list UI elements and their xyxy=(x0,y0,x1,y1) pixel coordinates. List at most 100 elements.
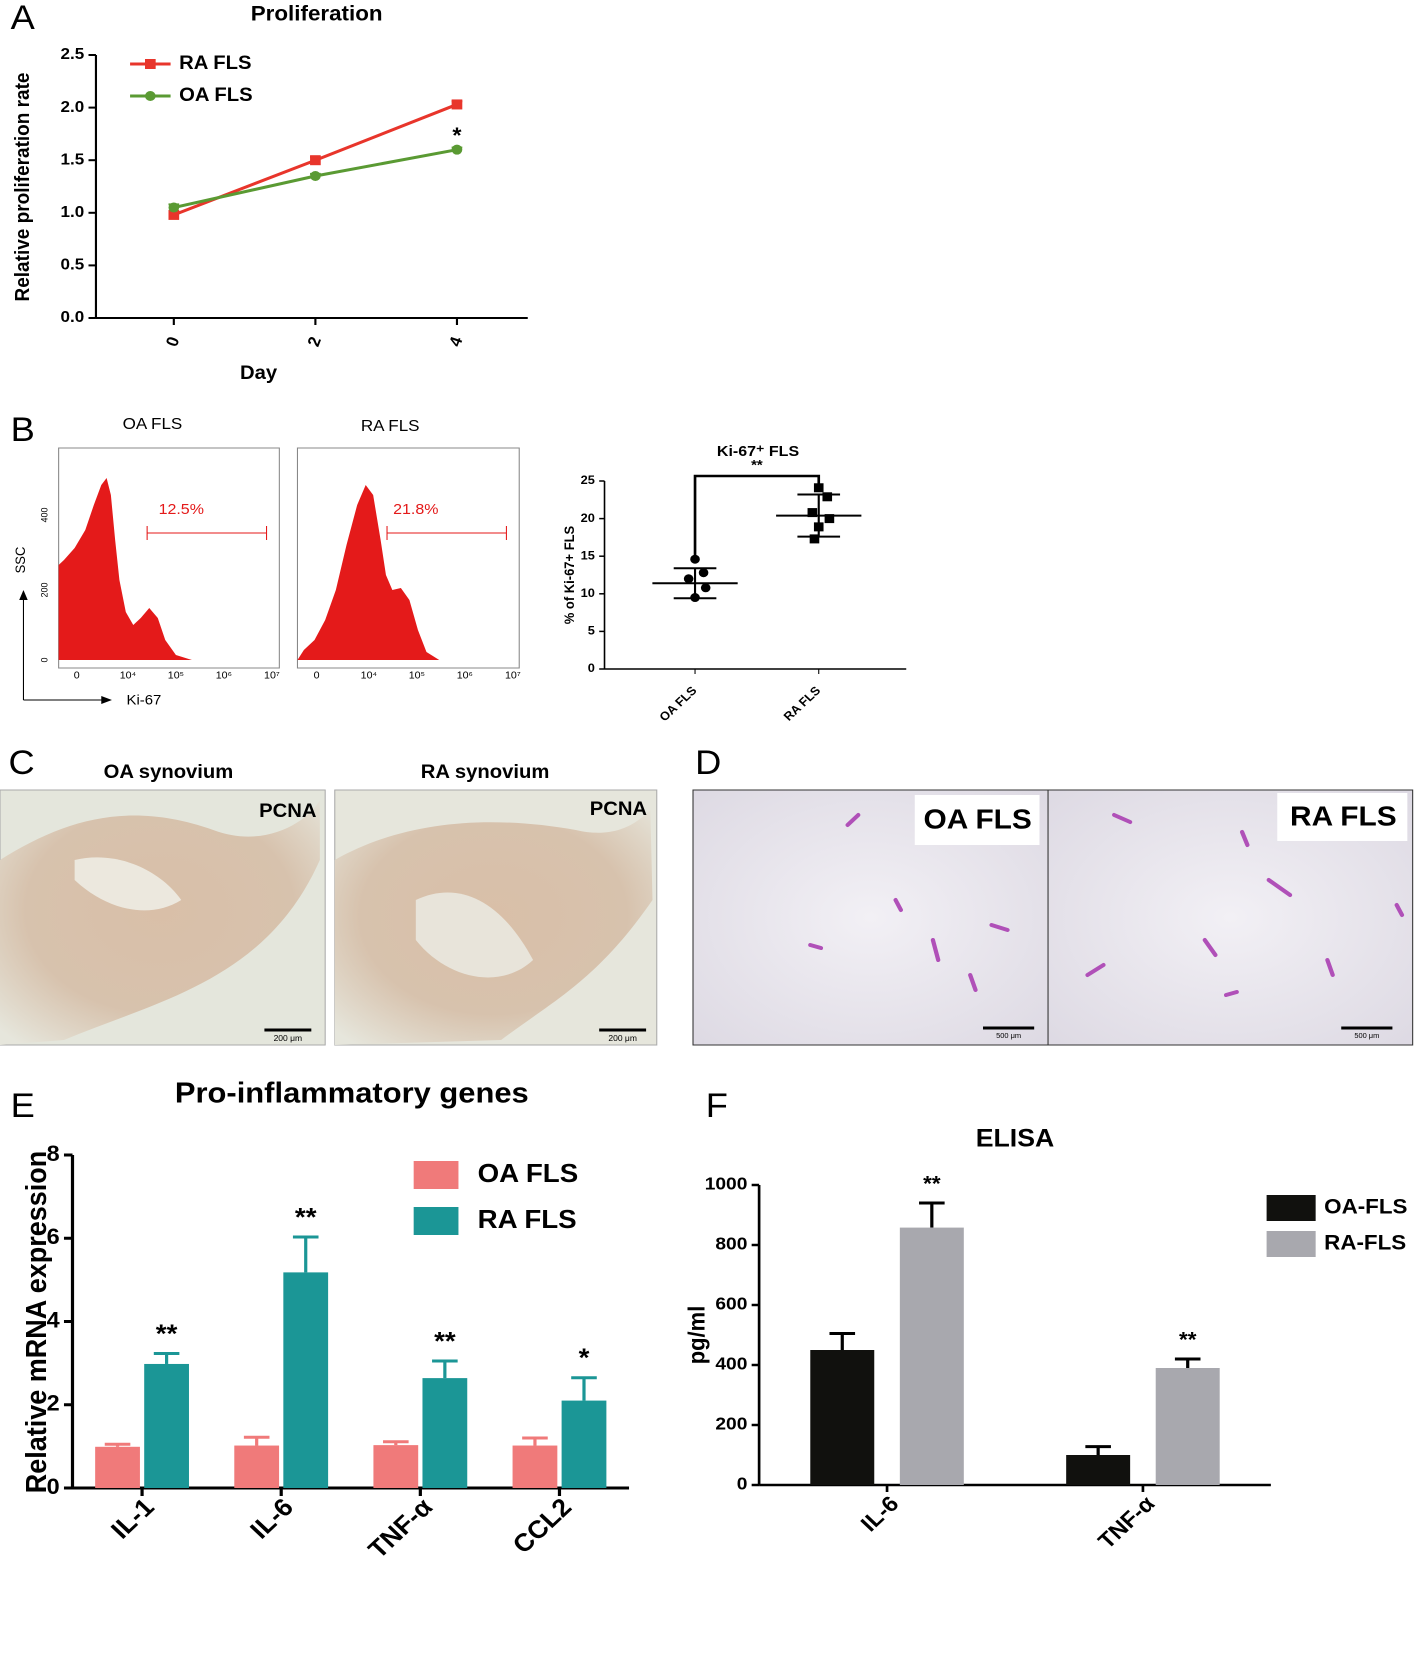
panel-letter: C xyxy=(9,744,35,782)
data-point xyxy=(168,209,180,220)
significance: ** xyxy=(156,1319,178,1348)
significance: * xyxy=(579,1343,590,1372)
y-tick-label: 4 xyxy=(47,1307,60,1332)
flow-x-tick: 10⁶ xyxy=(216,671,232,682)
bar xyxy=(144,1363,189,1488)
y-tick-label: 0 xyxy=(47,1473,60,1498)
y-axis-label: pg/ml xyxy=(683,1306,710,1365)
flow-x-tick: 10⁴ xyxy=(120,671,136,682)
legend-label: OA FLS xyxy=(179,85,252,106)
y-tick-label: 0.5 xyxy=(61,255,85,273)
panel-letter: B xyxy=(11,411,35,449)
x-tick-label: TNF-α xyxy=(1093,1491,1160,1554)
flow-histogram xyxy=(297,485,440,660)
data-point xyxy=(700,583,711,593)
x-tick-label: CCL2 xyxy=(508,1494,578,1559)
legend-label: OA-FLS xyxy=(1324,1194,1407,1218)
axis-arrow xyxy=(101,696,112,704)
flow-y-label: SSC xyxy=(13,546,28,573)
legend-label: RA-FLS xyxy=(1324,1230,1406,1254)
y-tick-label: 400 xyxy=(715,1353,747,1373)
scale-label: 500 μm xyxy=(1354,1031,1379,1040)
y-tick-label: 0 xyxy=(737,1473,748,1493)
y-tick-label: 20 xyxy=(581,511,595,525)
flow-x-tick: 10⁴ xyxy=(361,671,377,682)
flow-frame xyxy=(58,447,280,669)
flow-x-tick: 10⁷ xyxy=(264,671,280,682)
micrograph-panel: OA synovium RA synovium PCNA PCNA 200 μm… xyxy=(0,762,658,1046)
y-tick-label: 1.0 xyxy=(61,203,85,221)
flow-x-tick: 10⁷ xyxy=(505,671,521,682)
x-tick-label: IL-6 xyxy=(245,1494,299,1545)
label-box xyxy=(914,795,1040,845)
x-tick-label: TNF-α xyxy=(363,1494,438,1564)
y-tick-label: 5 xyxy=(588,624,595,638)
legend-swatch xyxy=(413,1161,459,1189)
data-point xyxy=(451,99,463,110)
chart-title: ELISA xyxy=(976,1125,1054,1152)
tissue xyxy=(415,892,534,978)
axis-arrow xyxy=(19,590,28,600)
cells xyxy=(808,813,1405,997)
legend-swatch xyxy=(1266,1231,1316,1257)
bar xyxy=(1066,1455,1131,1485)
y-tick-label: 25 xyxy=(581,474,595,488)
bar xyxy=(283,1272,329,1488)
panel-letter: D xyxy=(695,744,721,782)
gate-label: 12.5% xyxy=(159,501,205,517)
y-axis-label: Relative proliferation rate xyxy=(11,72,34,301)
stain-label: PCNA xyxy=(590,799,647,820)
data-point xyxy=(451,144,463,155)
x-tick-label: IL-6 xyxy=(855,1491,903,1536)
bar xyxy=(1155,1368,1220,1485)
flow-histogram xyxy=(58,478,192,660)
bar xyxy=(95,1446,140,1488)
y-tick-label: 2.0 xyxy=(61,97,85,115)
flow-x-tick: 10⁵ xyxy=(168,671,184,682)
data-point xyxy=(683,574,694,584)
micrograph-title: OA synovium xyxy=(104,762,234,783)
flow-x-tick: 10⁵ xyxy=(409,671,425,682)
data-point xyxy=(168,202,180,213)
x-tick-label: 4 xyxy=(445,334,467,349)
y-tick-label: 1000 xyxy=(705,1173,748,1193)
y-tick-label: 600 xyxy=(715,1293,747,1313)
legend-label: RA FLS xyxy=(478,1205,577,1234)
label-box xyxy=(1277,793,1408,841)
significance: ** xyxy=(923,1171,941,1195)
data-point xyxy=(310,170,321,181)
x-tick-label: 2 xyxy=(303,334,325,349)
flow-frame xyxy=(296,447,520,669)
bar xyxy=(810,1350,875,1485)
significance-bracket xyxy=(693,474,821,563)
flow-x-label: Ki-67 xyxy=(127,693,162,708)
significance: ** xyxy=(1179,1327,1197,1351)
x-axis-label: Day xyxy=(240,363,277,384)
migration-label: OA FLS xyxy=(924,804,1032,835)
gate-label: 21.8% xyxy=(393,501,439,517)
bar xyxy=(422,1378,468,1488)
data-point xyxy=(807,508,818,518)
scale-label: 200 μm xyxy=(608,1034,637,1043)
y-tick-label: 800 xyxy=(715,1233,747,1253)
scale-label: 500 μm xyxy=(996,1031,1021,1040)
legend-label: RA FLS xyxy=(179,53,251,74)
flow-title: RA FLS xyxy=(361,417,420,435)
x-tick-label: 0 xyxy=(162,334,184,349)
y-tick-label: 2 xyxy=(47,1390,60,1415)
flow-x-tick: 10⁶ xyxy=(457,671,473,682)
y-tick-label: 1.5 xyxy=(61,150,85,168)
y-tick-label: 8 xyxy=(47,1140,60,1165)
annotation: * xyxy=(452,123,461,148)
flow-y-tick: 0 xyxy=(39,657,49,662)
data-point xyxy=(698,568,709,578)
bar xyxy=(512,1445,558,1488)
significance: ** xyxy=(751,458,763,473)
chart-title: Proliferation xyxy=(251,1,383,25)
flow-y-tick: 200 xyxy=(39,582,49,597)
data-point xyxy=(822,492,833,502)
y-tick-label: 6 xyxy=(47,1224,60,1249)
bar xyxy=(373,1445,419,1488)
flow-title: OA FLS xyxy=(123,415,183,433)
